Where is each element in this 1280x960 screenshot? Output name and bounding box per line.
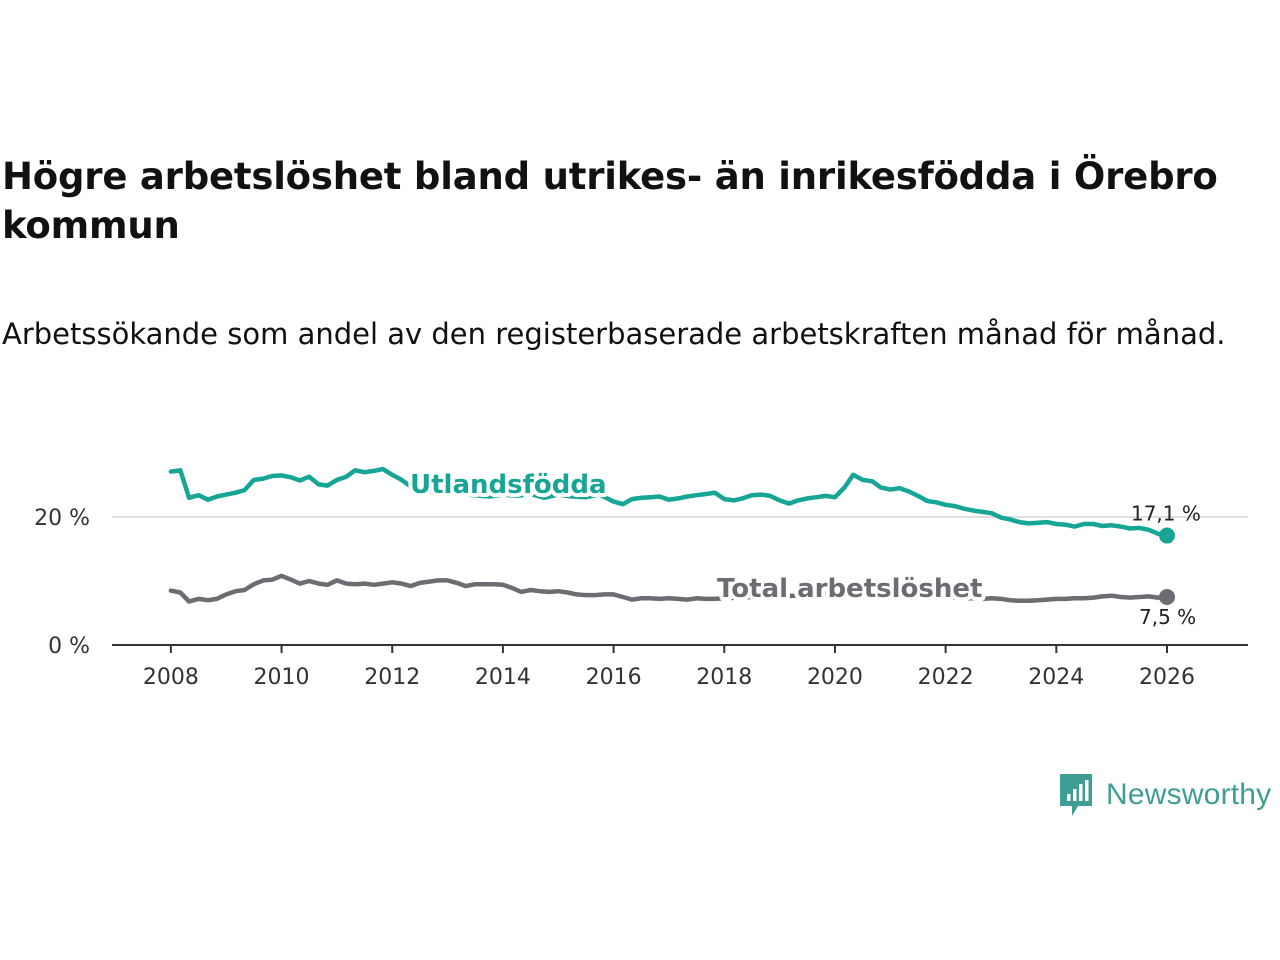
x-tick-label: 2024 <box>1028 665 1084 690</box>
end-label-total: 7,5 % <box>1139 605 1196 629</box>
line-chart: 0 % 20 % 2008 2010 2012 2014 2016 2018 2020 2022… <box>34 466 1248 690</box>
chart-title: Högre arbetslöshet bland utrikes- än inr… <box>2 155 1218 247</box>
series-label-halo-total: Total arbetslöshet <box>717 574 982 604</box>
x-tick-label: 2018 <box>696 665 752 690</box>
x-tick-label: 2016 <box>586 665 642 690</box>
brand-name: Newsworthy <box>1106 778 1272 811</box>
chart-subtitle: Arbetssökande som andel av den registerb… <box>2 317 1226 351</box>
series-line-utlandsfodda <box>168 466 1170 538</box>
x-tick-label: 2012 <box>364 665 420 690</box>
newsworthy-logo-icon <box>1060 774 1092 816</box>
x-tick-label: 2014 <box>475 665 531 690</box>
series-label-halo-utlandsfodda: Utlandsfödda <box>410 470 607 500</box>
x-tick-label: 2020 <box>807 665 863 690</box>
end-marker-total <box>1158 589 1175 605</box>
gridlines: 0 % 20 % <box>34 506 1248 659</box>
end-label-utlandsfodda: 17,1 % <box>1131 502 1201 526</box>
x-tick-label: 2022 <box>918 665 974 690</box>
end-marker-utlandsfodda <box>1158 527 1175 544</box>
x-tick-label: 2010 <box>254 665 310 690</box>
series-label-utlandsfodda: Utlandsfödda <box>410 470 607 500</box>
x-tick-label: 2026 <box>1139 665 1195 690</box>
series-labels: 17,1 %7,5 %UtlandsföddaUtlandsföddaTotal… <box>406 466 1201 629</box>
y-tick-label: 20 % <box>34 506 90 531</box>
series-label-total: Total arbetslöshet <box>717 574 982 604</box>
series-lines <box>168 466 1175 605</box>
series-line-total <box>168 573 1170 604</box>
y-tick-label: 0 % <box>48 634 90 659</box>
x-tick-label: 2008 <box>143 665 199 690</box>
x-axis: 2008 2010 2012 2014 2016 2018 2020 2022 2024 2026 <box>112 644 1248 690</box>
newsworthy-logo: Newsworthy <box>1058 772 1271 818</box>
